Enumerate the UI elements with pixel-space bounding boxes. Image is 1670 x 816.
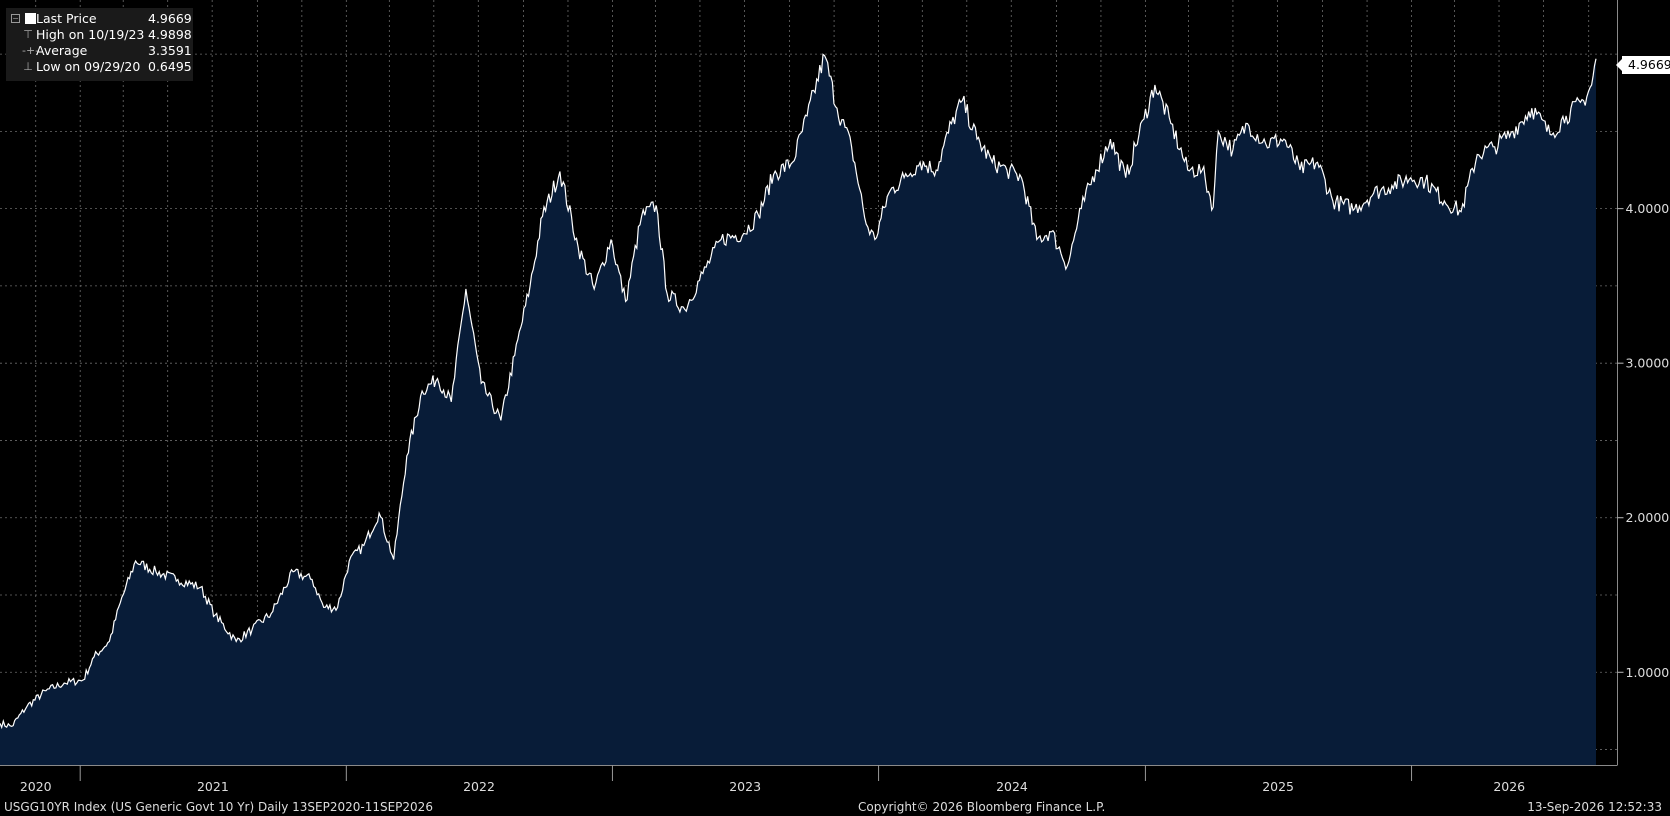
y-tick-label: 2.0000 xyxy=(1626,510,1670,525)
y-axis-ticks: 1.0000 2.0000 3.0000 4.0000 xyxy=(1617,201,1670,680)
price-area-fill xyxy=(0,54,1596,765)
footer-timestamp: 13-Sep-2026 12:52:33 xyxy=(1527,800,1662,814)
average-marker-icon: -+- xyxy=(22,44,40,57)
legend-low-value: 0.6495 xyxy=(148,59,192,74)
y-tick-label: 3.0000 xyxy=(1626,356,1670,371)
y-tick-label: 1.0000 xyxy=(1626,665,1670,680)
legend-last-price-value: 4.9669 xyxy=(148,11,192,26)
high-marker-icon: ⊤ xyxy=(23,28,33,41)
x-year-label: 2024 xyxy=(996,779,1028,794)
legend-row-last-price: − Last Price 4.9669 xyxy=(6,11,193,27)
legend-average-label: Average xyxy=(36,43,88,58)
chart-legend: − Last Price 4.9669 ⊤ High on 10/19/23 4… xyxy=(6,8,193,81)
low-marker-icon: ⊥ xyxy=(23,60,33,73)
x-year-label: 2021 xyxy=(197,779,229,794)
x-year-label: 2020 xyxy=(20,779,52,794)
footer-series-description: USGG10YR Index (US Generic Govt 10 Yr) D… xyxy=(4,800,433,814)
legend-high-label: High on 10/19/23 xyxy=(36,27,145,42)
last-price-swatch-icon xyxy=(25,13,36,24)
x-axis-ticks: 2020 2021 2022 2023 2024 2025 2026 xyxy=(20,765,1525,794)
x-year-label: 2023 xyxy=(729,779,761,794)
legend-average-value: 3.3591 xyxy=(148,43,192,58)
legend-row-low: ⊥ Low on 09/29/20 0.6495 xyxy=(6,59,193,75)
x-year-label: 2022 xyxy=(463,779,495,794)
legend-high-value: 4.9898 xyxy=(148,27,192,42)
collapse-icon[interactable]: − xyxy=(11,14,20,23)
last-price-badge: 4.9669 xyxy=(1616,56,1670,74)
footer-copyright: Copyright© 2026 Bloomberg Finance L.P. xyxy=(858,800,1106,814)
legend-row-average: -+- Average 3.3591 xyxy=(6,43,193,59)
x-year-label: 2026 xyxy=(1493,779,1525,794)
legend-row-high: ⊤ High on 10/19/23 4.9898 xyxy=(6,27,193,43)
y-tick-label: 4.0000 xyxy=(1626,201,1670,216)
x-year-label: 2025 xyxy=(1262,779,1294,794)
legend-last-price-label: Last Price xyxy=(36,11,97,26)
price-line-series xyxy=(0,53,1597,730)
legend-low-label: Low on 09/29/20 xyxy=(36,59,141,74)
